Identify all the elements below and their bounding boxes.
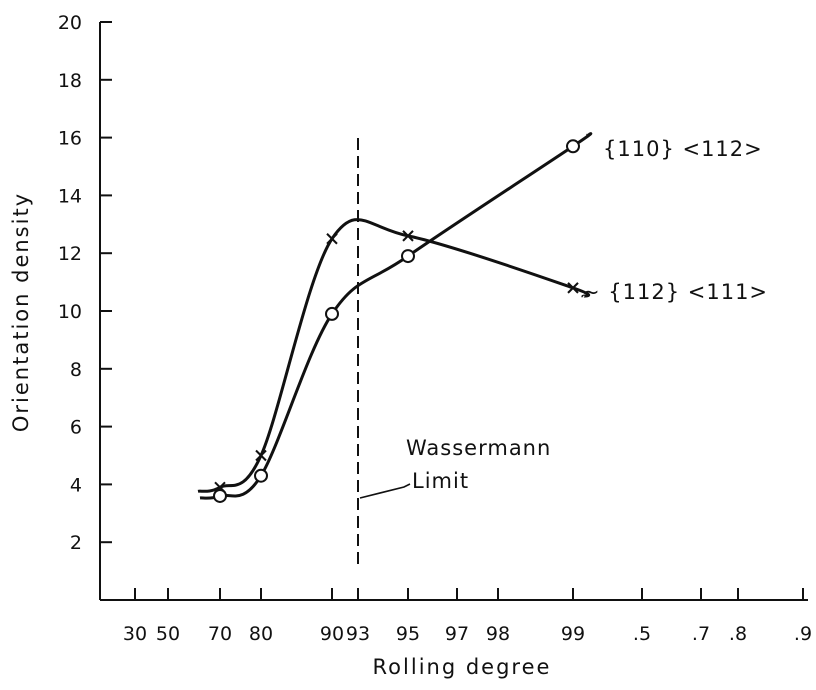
x-tick-label: .7 <box>692 623 710 645</box>
y-tick-label: 6 <box>70 417 82 439</box>
data-point-circle <box>566 139 580 154</box>
y-tick-label: 18 <box>58 70 82 92</box>
x-tick-label: .8 <box>729 623 747 645</box>
y-tick-label: 10 <box>58 301 82 323</box>
y-tick-label: 12 <box>58 243 82 265</box>
x-tick-label: .5 <box>633 623 651 645</box>
y-tick-label: 20 <box>58 12 82 34</box>
wassermann-label-line1: Wassermann <box>406 436 551 460</box>
data-point-cross <box>214 481 226 493</box>
wassermann-leader-line <box>359 483 411 499</box>
x-tick-label: 95 <box>396 623 420 645</box>
data-point-cross <box>255 449 267 462</box>
y-tick-label: 16 <box>58 128 82 150</box>
data-point-circle <box>401 249 415 264</box>
series-label-112-111: ~ {112} <111> <box>582 280 768 304</box>
x-tick-label: 99 <box>561 623 585 645</box>
data-point-circle <box>325 306 339 321</box>
data-point-cross <box>326 233 338 245</box>
series-label-110-112: {110} <112> <box>603 137 763 161</box>
x-tick-label: 97 <box>445 623 469 645</box>
data-point-circle <box>213 488 227 503</box>
data-point-cross <box>402 230 414 242</box>
y-axis-title: Orientation density <box>9 192 33 432</box>
x-tick-label: 70 <box>208 623 232 645</box>
x-axis-title: Rolling degree <box>373 655 552 679</box>
data-point-cross <box>567 282 579 294</box>
x-ticks: 30 50 70 80 90 93 95 97 98 99 .5 .7 .8 .9 <box>123 588 812 645</box>
x-tick-label: 50 <box>156 623 180 645</box>
x-tick-label: 98 <box>486 623 510 645</box>
series-markers <box>213 139 580 503</box>
y-tick-label: 8 <box>70 359 82 381</box>
x-tick-label: .9 <box>794 623 812 645</box>
x-tick-label: 90 <box>320 623 344 645</box>
y-tick-label: 4 <box>70 474 82 496</box>
x-tick-label: 93 <box>346 623 370 645</box>
data-point-circle <box>254 468 268 483</box>
wassermann-limit: Wassermann Limit <box>357 138 551 565</box>
axes <box>99 22 808 601</box>
x-tick-label: 80 <box>249 623 273 645</box>
x-tick-label: 30 <box>123 623 147 645</box>
y-tick-label: 14 <box>58 185 82 207</box>
y-tick-label: 2 <box>70 532 82 554</box>
y-ticks: 2 4 6 8 10 12 14 16 18 20 <box>58 12 112 554</box>
wassermann-label-line2: Limit <box>412 469 469 493</box>
